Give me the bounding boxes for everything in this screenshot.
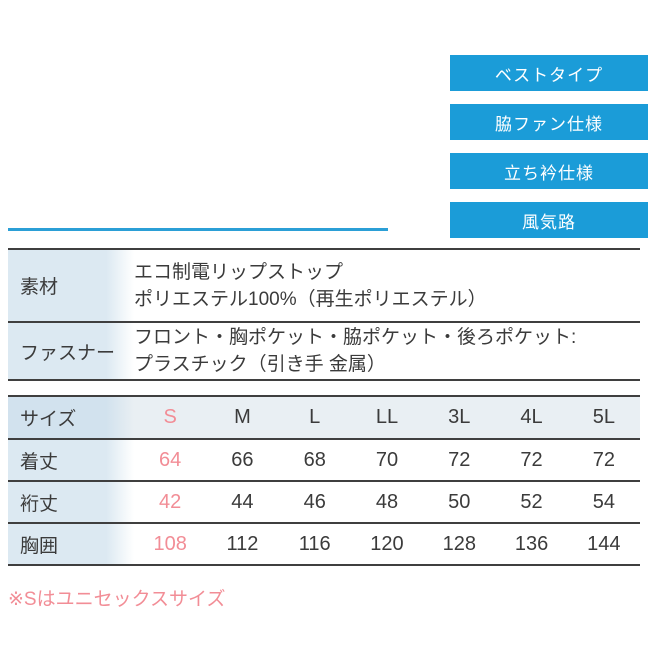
sleeve-length-label: 裄丈 [8, 482, 134, 522]
body-length-M: 66 [231, 448, 254, 471]
spec-label-fastener: ファスナー [8, 323, 134, 379]
chest-5L: 144 [587, 532, 621, 555]
size-col-5L: 5L [592, 406, 615, 428]
size-header-label: サイズ [8, 397, 134, 438]
section-divider-line [8, 228, 388, 231]
chest-label: 胸囲 [8, 524, 134, 564]
size-col-LL: LL [375, 406, 399, 428]
chest-S: 108 [153, 532, 187, 555]
chest-3L: 128 [442, 532, 476, 555]
body-length-4L: 72 [520, 448, 543, 471]
body-length-3L: 72 [448, 448, 471, 471]
badge-fukiro: 風気路 [450, 202, 648, 238]
sleeve-length-3L: 50 [448, 490, 471, 513]
sleeve-length-LL: 48 [375, 490, 399, 513]
fastener-line-2: プラスチック（引き手 金属） [134, 354, 386, 375]
spec-content-fastener: フロント・胸ポケット・脇ポケット・後ろポケット: プラスチック（引き手 金属） [134, 323, 640, 379]
body-length-LL: 70 [375, 448, 399, 471]
size-col-L: L [309, 406, 321, 428]
chest-M: 112 [226, 532, 259, 555]
size-col-S: S [163, 406, 177, 428]
size-row-sleeve-length: 裄丈 42 44 46 48 50 52 54 [8, 480, 640, 522]
body-length-L: 68 [303, 448, 326, 471]
sleeve-length-L: 46 [303, 490, 326, 513]
size-row-chest: 胸囲 108 112 116 120 128 136 144 [8, 522, 640, 564]
sleeve-length-S: 42 [159, 490, 182, 513]
badge-vest-type: ベストタイプ [450, 55, 648, 91]
footnote-unisex-size: ※Sはユニセックスサイズ [8, 589, 226, 610]
spec-row-fastener: ファスナー フロント・胸ポケット・脇ポケット・後ろポケット: プラスチック（引き… [8, 321, 640, 379]
material-line-2: ポリエステル100%（再生ポリエステル） [134, 288, 487, 310]
spec-table: 素材 エコ制電リップストップ ポリエステル100%（再生ポリエステル） ファスナ… [8, 248, 640, 381]
chest-4L: 136 [514, 532, 549, 555]
sleeve-length-4L: 52 [520, 490, 543, 513]
size-table-header-row: サイズ S M L LL 3L 4L 5L [8, 397, 640, 438]
badge-side-fan-spec: 脇ファン仕様 [450, 104, 648, 140]
feature-badge-list: ベストタイプ 脇ファン仕様 立ち衿仕様 風気路 [450, 55, 648, 251]
size-col-3L: 3L [448, 406, 471, 428]
size-row-body-length: 着丈 64 66 68 70 72 72 72 [8, 438, 640, 480]
spec-label-material: 素材 [8, 250, 134, 321]
body-length-5L: 72 [592, 448, 615, 471]
badge-stand-collar-spec: 立ち衿仕様 [450, 153, 648, 189]
size-col-M: M [234, 406, 251, 428]
spec-content-material: エコ制電リップストップ ポリエステル100%（再生ポリエステル） [134, 250, 640, 321]
size-col-4L: 4L [520, 406, 543, 428]
fastener-line-1: フロント・胸ポケット・脇ポケット・後ろポケット: [134, 327, 577, 348]
size-table: サイズ S M L LL 3L 4L 5L 着丈 64 66 68 70 72 … [8, 395, 640, 566]
body-length-label: 着丈 [8, 440, 134, 480]
sleeve-length-M: 44 [231, 490, 254, 513]
chest-L: 116 [298, 532, 331, 555]
chest-LL: 120 [370, 532, 404, 555]
material-line-1: エコ制電リップストップ [134, 261, 344, 283]
spec-row-material: 素材 エコ制電リップストップ ポリエステル100%（再生ポリエステル） [8, 250, 640, 321]
body-length-S: 64 [159, 448, 182, 471]
sleeve-length-5L: 54 [592, 490, 615, 513]
